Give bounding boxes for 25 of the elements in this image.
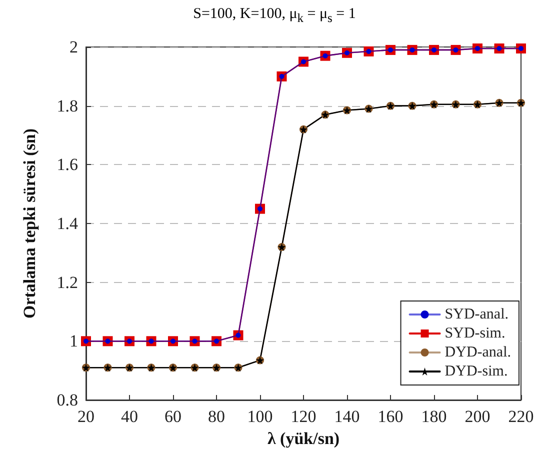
x-tick-label: 160: [378, 407, 404, 426]
legend-label: DYD-sim.: [444, 364, 508, 380]
chart-title: S=100, K=100, μ$_{k}$ = μ$_{s}$ = 1: [192, 6, 357, 26]
x-tick-label: 100: [247, 407, 273, 426]
legend-label: SYD-sim.: [444, 326, 506, 342]
y-axis-title: Ortalama tepki süresi (sn): [20, 128, 39, 318]
legend-label: DYD-anal.: [444, 344, 512, 360]
x-tick-label: 180: [421, 407, 447, 426]
legend-label: SYD-anal.: [444, 306, 509, 322]
y-tick-label: 1.4: [56, 214, 78, 233]
y-tick-label: 1: [70, 332, 78, 351]
x-tick-label: 140: [334, 407, 360, 426]
x-tick-label: 20: [78, 407, 94, 426]
x-axis-title: λ (yük/sn): [267, 429, 340, 448]
x-tick-label: 40: [121, 407, 138, 426]
y-tick-label: 1.6: [56, 155, 78, 174]
y-tick-label: 1.2: [56, 272, 78, 292]
y-tick-label: 1.8: [56, 96, 78, 116]
x-tick-label: 80: [208, 407, 225, 426]
x-tick-label: 120: [290, 407, 316, 426]
y-tick-label: 0.8: [56, 390, 78, 410]
x-tick-label: 60: [164, 407, 182, 426]
x-tick-label: 220: [508, 407, 534, 426]
y-tick-label: 2: [70, 38, 78, 56]
x-tick-label: 200: [464, 407, 490, 426]
